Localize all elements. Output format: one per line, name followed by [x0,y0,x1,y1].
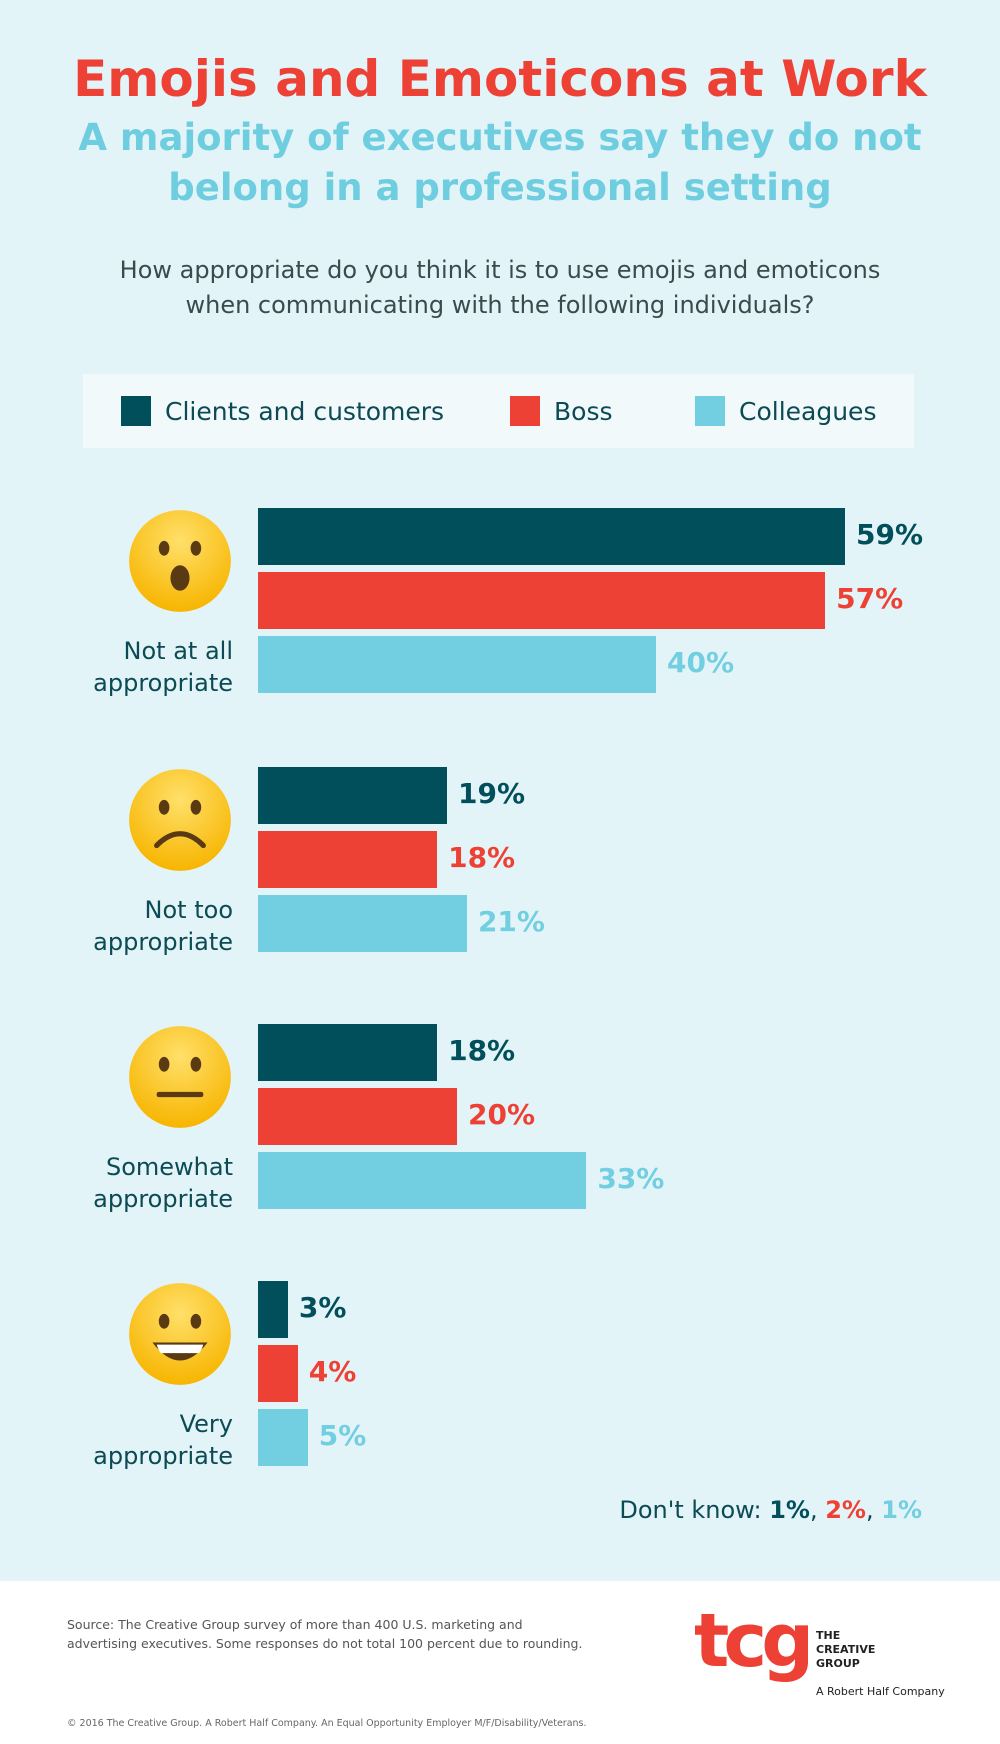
bar [258,572,826,629]
astonished-face-icon [127,508,233,618]
category-label-line: Not at all [123,637,233,665]
category-label-line: appropriate [93,669,233,697]
frowning-face-icon [127,767,233,877]
logo-name-2: CREATIVE [816,1643,876,1656]
value-label: 59% [856,518,924,551]
value-label: 4% [308,1355,357,1388]
footer: Source: The Creative Group survey of mor… [0,1581,1000,1744]
value-label: 33% [597,1162,665,1195]
category-label: Not at all appropriate [33,635,233,699]
legend-label: Colleagues [739,396,877,426]
legend: Clients and customers Boss Colleagues [83,374,914,448]
logo-name: THE CREATIVE GROUP [816,1629,875,1671]
dont-know-clients: 1% [769,1496,810,1524]
category-label: Very appropriate [33,1408,233,1472]
value-label: 18% [448,841,516,874]
bar [258,767,448,824]
logo-name-1: THE [816,1629,841,1642]
logo-tagline: A Robert Half Company [816,1685,945,1698]
dont-know-colleagues: 1% [881,1496,922,1524]
value-label: 57% [836,582,904,615]
subtitle-line-2: belong in a professional setting [168,166,832,209]
neutral-face-icon [127,1024,233,1134]
bar [258,1409,308,1466]
value-label: 5% [318,1419,367,1452]
dont-know-label: Don't know: [619,1496,762,1524]
source-line-2: advertising executives. Some responses d… [67,1636,583,1651]
dont-know-note: Don't know: 1%, 2%, 1% [619,1496,922,1524]
legend-label: Boss [554,396,613,426]
category-label-line: Somewhat [105,1153,233,1181]
category-label-line: Not too [144,896,233,924]
value-label: 21% [477,905,545,938]
category-label-line: appropriate [93,1442,233,1470]
tcg-logo: tcg [694,1598,814,1684]
bar [258,1345,298,1402]
category-label: Somewhat appropriate [33,1151,233,1215]
bar [258,831,438,888]
source-note: Source: The Creative Group survey of mor… [67,1615,582,1653]
legend-item-colleagues: Colleagues [695,374,876,448]
bar [258,1152,587,1209]
question-line-1: How appropriate do you think it is to us… [119,256,881,284]
logo-name-3: GROUP [816,1657,860,1670]
legend-swatch [510,396,540,426]
subtitle-line-1: A majority of executives say they do not [78,116,922,159]
copyright: © 2016 The Creative Group. A Robert Half… [67,1718,587,1729]
category-label: Not too appropriate [33,894,233,958]
legend-item-clients: Clients and customers [121,374,444,448]
legend-swatch [695,396,725,426]
category-label-line: appropriate [93,1185,233,1213]
category-label-line: appropriate [93,928,233,956]
bar [258,636,656,693]
legend-label: Clients and customers [165,396,445,426]
bar [258,895,467,952]
value-label: 18% [448,1034,516,1067]
bar [258,1024,438,1081]
bar [258,508,846,565]
bar [258,1088,457,1145]
page-title: Emojis and Emoticons at Work [73,50,927,108]
value-label: 40% [667,646,735,679]
grinning-face-icon [127,1281,233,1391]
legend-swatch [121,396,151,426]
dont-know-boss: 2% [825,1496,866,1524]
category-label-line: Very [179,1410,233,1438]
value-label: 3% [298,1291,347,1324]
value-label: 20% [468,1098,536,1131]
value-label: 19% [458,777,526,810]
source-line-1: Source: The Creative Group survey of mor… [67,1617,523,1632]
bar [258,1281,288,1338]
legend-item-boss: Boss [510,374,613,448]
question-line-2: when communicating with the following in… [185,291,815,319]
